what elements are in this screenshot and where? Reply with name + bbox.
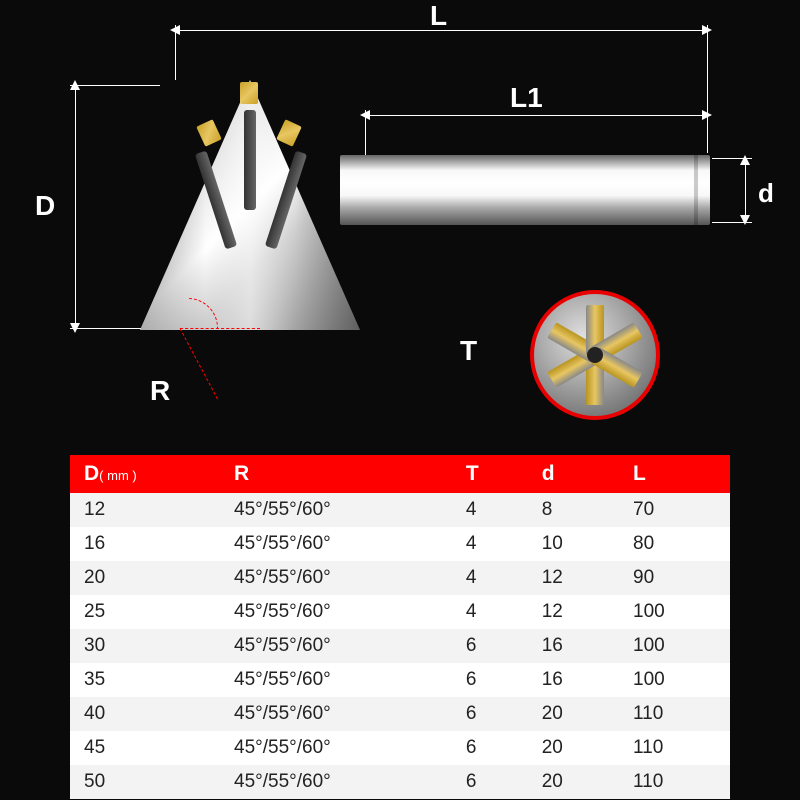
label-T: T: [460, 335, 477, 367]
table-cell: 45: [70, 731, 220, 765]
tool-shank: [340, 155, 710, 225]
table-cell: 12: [70, 493, 220, 527]
extension-line: [712, 222, 752, 223]
arrow-icon: [702, 110, 712, 120]
table-cell: 4: [452, 527, 528, 561]
table-cell: 20: [528, 765, 619, 799]
table-cell: 6: [452, 663, 528, 697]
table-cell: 20: [70, 561, 220, 595]
table-cell: 6: [452, 697, 528, 731]
table-cell: 30: [70, 629, 220, 663]
arrow-icon: [740, 155, 750, 165]
table-cell: 45°/55°/60°: [220, 765, 452, 799]
table-cell: 4: [452, 595, 528, 629]
label-d: d: [758, 178, 774, 209]
extension-line: [707, 25, 708, 153]
table-row: 3045°/55°/60°616100: [70, 629, 730, 663]
table-cell: 110: [619, 765, 730, 799]
table-cell: 45°/55°/60°: [220, 663, 452, 697]
table-cell: 10: [528, 527, 619, 561]
table-row: 5045°/55°/60°620110: [70, 765, 730, 799]
table-body: 1245°/55°/60°48701645°/55°/60°410802045°…: [70, 493, 730, 799]
table-cell: 20: [528, 697, 619, 731]
table-cell: 20: [528, 731, 619, 765]
table-header: D( mm ) R T d L: [70, 455, 730, 493]
table-cell: 4: [452, 561, 528, 595]
table-cell: 45°/55°/60°: [220, 629, 452, 663]
table-cell: 6: [452, 629, 528, 663]
table-cell: 4: [452, 493, 528, 527]
table-cell: 45°/55°/60°: [220, 493, 452, 527]
table-cell: 12: [528, 561, 619, 595]
extension-line: [712, 158, 752, 159]
table-cell: 6: [452, 765, 528, 799]
table-cell: 50: [70, 765, 220, 799]
table-cell: 80: [619, 527, 730, 561]
table-cell: 16: [528, 663, 619, 697]
table-row: 1245°/55°/60°4870: [70, 493, 730, 527]
table-cell: 35: [70, 663, 220, 697]
detail-view-circle: [530, 290, 660, 420]
table-row: 4045°/55°/60°620110: [70, 697, 730, 731]
table-cell: 70: [619, 493, 730, 527]
col-D: D( mm ): [70, 455, 220, 493]
dim-line-D: [75, 85, 76, 328]
table-row: 4545°/55°/60°620110: [70, 731, 730, 765]
table-cell: 12: [528, 595, 619, 629]
table-cell: 100: [619, 629, 730, 663]
col-R: R: [220, 455, 452, 493]
dim-line-d: [745, 160, 746, 220]
col-T: T: [452, 455, 528, 493]
table-cell: 25: [70, 595, 220, 629]
label-R: R: [150, 375, 170, 407]
table-cell: 90: [619, 561, 730, 595]
table-cell: 45°/55°/60°: [220, 595, 452, 629]
col-d: d: [528, 455, 619, 493]
table-cell: 45°/55°/60°: [220, 527, 452, 561]
table-cell: 16: [528, 629, 619, 663]
table-cell: 16: [70, 527, 220, 561]
table-cell: 110: [619, 731, 730, 765]
table-row: 2045°/55°/60°41290: [70, 561, 730, 595]
arrow-icon: [740, 215, 750, 225]
label-L1: L1: [510, 82, 543, 114]
table-cell: 45°/55°/60°: [220, 697, 452, 731]
table-cell: 40: [70, 697, 220, 731]
table-cell: 100: [619, 663, 730, 697]
dim-line-L1: [365, 115, 707, 116]
diagram-area: L L1 D d R T: [0, 0, 800, 440]
table-row: 1645°/55°/60°41080: [70, 527, 730, 561]
table-row: 2545°/55°/60°412100: [70, 595, 730, 629]
label-L: L: [430, 0, 447, 32]
table-cell: 100: [619, 595, 730, 629]
table-cell: 8: [528, 493, 619, 527]
table-cell: 45°/55°/60°: [220, 561, 452, 595]
table-cell: 110: [619, 697, 730, 731]
table-row: 3545°/55°/60°616100: [70, 663, 730, 697]
tool-cutter-head: [140, 80, 360, 330]
spec-table: D( mm ) R T d L 1245°/55°/60°48701645°/5…: [70, 455, 730, 799]
extension-line: [365, 110, 366, 155]
label-D: D: [35, 190, 55, 222]
extension-line: [175, 25, 176, 80]
table-cell: 6: [452, 731, 528, 765]
col-L: L: [619, 455, 730, 493]
table-cell: 45°/55°/60°: [220, 731, 452, 765]
